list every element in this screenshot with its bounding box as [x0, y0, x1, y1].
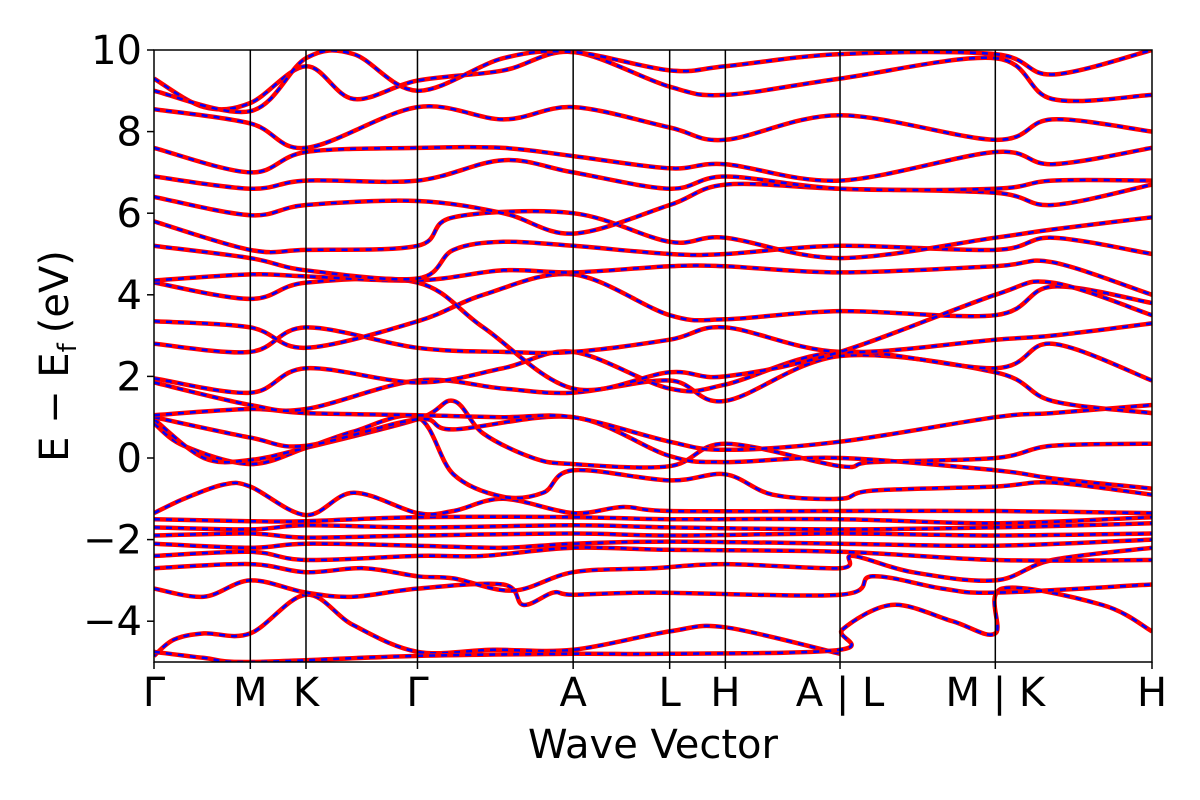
band-line-dashed-2 [154, 575, 1152, 607]
band-line-dashed-7 [154, 522, 1152, 531]
x-tick-label-7: A | L [796, 670, 885, 716]
band-line-dashed-3 [154, 546, 1152, 592]
plot-frame [153, 49, 1153, 663]
x-tick-label-0: Γ [143, 670, 166, 716]
band-lines [154, 50, 1152, 662]
x-tick-label-5: L [659, 670, 682, 716]
y-axis-title: E − Ef (eV) [32, 250, 83, 462]
band-line-dashed-12 [154, 415, 1152, 490]
band-line-25 [154, 104, 1152, 151]
band-line-13 [154, 402, 1152, 453]
y-tick-label-4: 4 [117, 273, 142, 319]
band-line-dashed-23 [154, 158, 1152, 192]
y-tick-label-5: 6 [117, 191, 142, 237]
y-axis: −4 −2 0 2 4 6 8 10 [83, 28, 154, 645]
y-axis-title-unit: (eV) [32, 250, 78, 333]
y-axis-title-main: E − E [32, 352, 78, 462]
band-line-dashed-9 [154, 481, 1152, 517]
x-axis-title: Wave Vector [528, 722, 779, 768]
y-tick-label-1: −2 [83, 518, 142, 564]
band-line-dashed-11 [154, 399, 1152, 469]
y-tick-label-3: 2 [117, 354, 142, 400]
x-tick-label-9: H [1137, 670, 1167, 716]
band-line-dashed-1 [154, 586, 1152, 662]
x-tick-label-4: A [559, 670, 587, 716]
y-tick-label-6: 8 [117, 110, 142, 156]
band-line-dashed-6 [154, 532, 1152, 539]
band-line-22 [154, 181, 1152, 236]
x-tick-label-2: K [293, 670, 321, 716]
y-tick-label-2: 0 [117, 436, 142, 482]
x-tick-label-1: M [233, 670, 268, 716]
band-line-dashed-20 [154, 236, 1152, 281]
x-tick-label-6: H [710, 670, 740, 716]
x-tick-label-8: M | K [945, 670, 1046, 716]
band-line-4 [154, 545, 1152, 563]
band-line-23 [154, 157, 1152, 193]
band-line-dashed-19 [154, 259, 1152, 296]
band-line-dashed-8 [154, 515, 1152, 525]
y-tick-label-7: 10 [91, 28, 142, 74]
band-line-19 [154, 258, 1152, 297]
band-line-dashed-10 [154, 414, 1152, 501]
high-symmetry-lines [249, 50, 997, 662]
band-line-20 [154, 235, 1152, 282]
y-tick-label-0: −4 [83, 599, 142, 645]
band-line-0 [154, 592, 841, 658]
band-line-24 [154, 144, 1152, 183]
band-line-1 [154, 585, 1152, 662]
y-axis-title-subscript: f [53, 342, 83, 352]
band-line-dashed-22 [154, 182, 1152, 235]
x-tick-label-3: Γ [406, 670, 429, 716]
band-line-5 [154, 537, 1152, 551]
band-line-6 [154, 531, 1152, 540]
band-line-dashed-0 [154, 593, 841, 657]
